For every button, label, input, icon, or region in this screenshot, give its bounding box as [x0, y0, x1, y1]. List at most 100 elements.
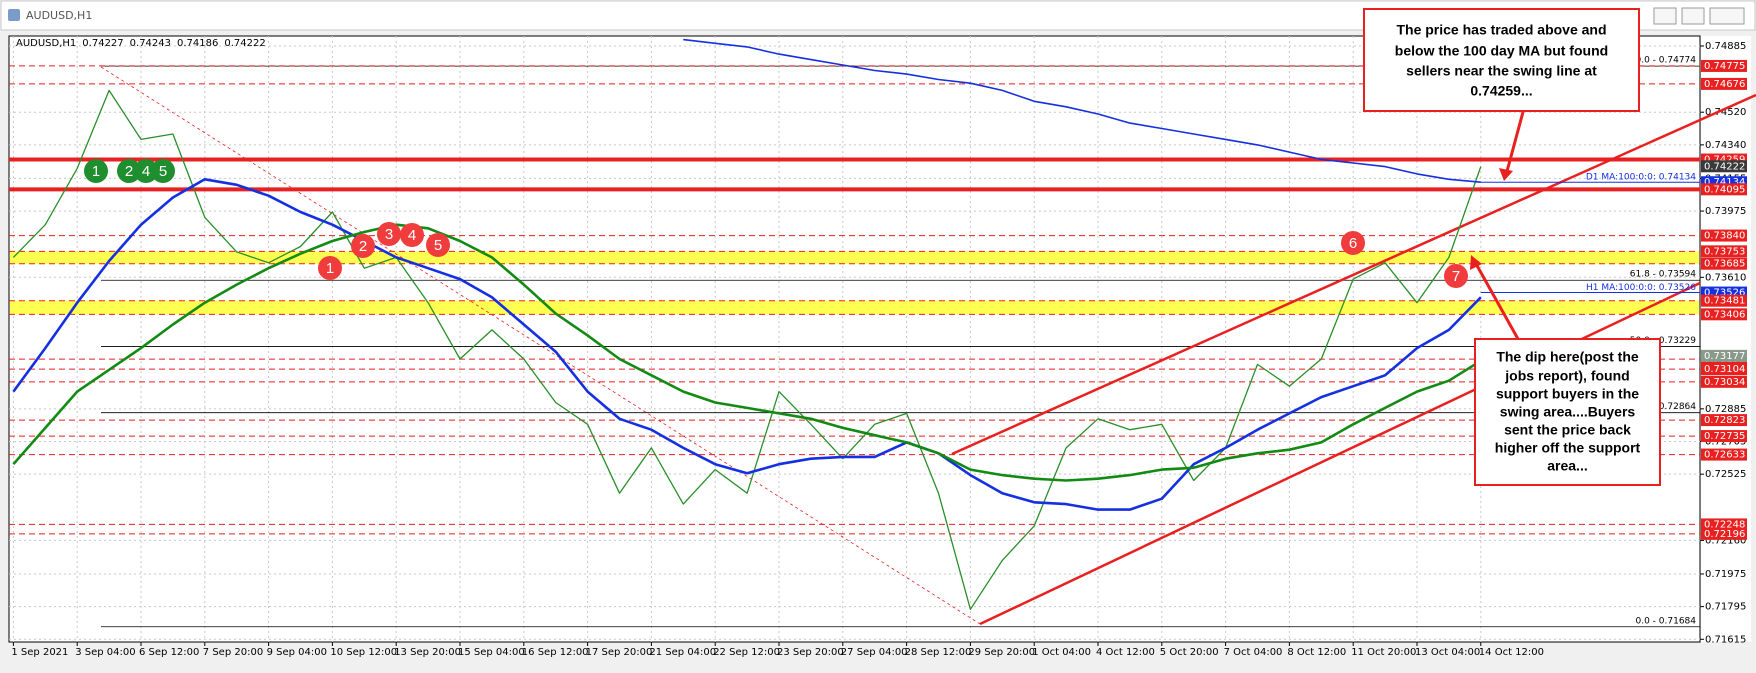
- swing-marker-label: 1: [92, 163, 100, 180]
- price-tag-label: 0.72735: [1704, 431, 1745, 442]
- y-tick-label: 0.72525: [1705, 469, 1746, 480]
- price-tag: [1701, 183, 1747, 196]
- callout-box: [1363, 8, 1640, 112]
- y-tick-label: 0.73610: [1705, 272, 1746, 283]
- price-tag-label: 0.74775: [1704, 61, 1745, 72]
- swing-marker-label: 5: [434, 237, 442, 254]
- price-tag-label: 0.74222: [1704, 161, 1745, 172]
- price-tag-label: 0.72248: [1704, 519, 1745, 530]
- callout-text: The price has traded above and: [1396, 22, 1606, 38]
- swing-marker: [426, 233, 450, 257]
- arrow: [1504, 111, 1525, 176]
- swing-marker: [84, 159, 108, 183]
- minimize-button[interactable]: [1653, 7, 1677, 25]
- maximize-button[interactable]: [1681, 7, 1705, 25]
- close-button[interactable]: [1709, 7, 1745, 25]
- swing-marker-label: 3: [385, 226, 393, 243]
- window-icon: [8, 9, 20, 21]
- fib-label: 0.0 - 0.71684: [1636, 616, 1697, 626]
- price-tag-label: 0.74095: [1704, 184, 1745, 195]
- x-tick-label: 15 Sep 04:00: [458, 647, 525, 658]
- swing-marker: [377, 222, 401, 246]
- swing-marker: [1341, 231, 1365, 255]
- swing-marker-label: 1: [326, 260, 334, 277]
- x-tick-label: 16 Sep 12:00: [522, 647, 589, 658]
- price-tag-label: 0.74676: [1704, 79, 1745, 90]
- price-tag: [1701, 160, 1747, 173]
- callout-text: below the 100 day MA but found: [1395, 43, 1608, 59]
- price-axis: [1701, 36, 1751, 642]
- price-tag-label: 0.73753: [1704, 246, 1745, 257]
- support-zone: [10, 300, 1699, 315]
- fib-label: 61.8 - 0.73594: [1630, 270, 1696, 280]
- swing-marker-label: 6: [1349, 235, 1357, 252]
- price-tag-label: 0.74259: [1704, 155, 1745, 166]
- price-tag-label: 0.73034: [1704, 377, 1745, 388]
- price-tag-label: 0.73526: [1704, 288, 1745, 299]
- price-tag: [1701, 518, 1747, 531]
- callout-text: jobs report), found: [1504, 368, 1629, 384]
- callout-text: 0.74259...: [1470, 83, 1532, 99]
- x-tick-label: 8 Oct 12:00: [1287, 647, 1346, 658]
- swing-marker-label: 7: [1452, 268, 1460, 285]
- swing-marker: [117, 159, 141, 183]
- x-tick-label: 13 Sep 20:00: [394, 647, 461, 658]
- swing-marker-label: 4: [142, 163, 150, 180]
- price-tag: [1701, 308, 1747, 321]
- callout-text: The dip here(post the: [1496, 349, 1639, 365]
- price-tag-label: 0.73481: [1704, 296, 1745, 307]
- arrow-head: [1499, 168, 1513, 181]
- callout-text: higher off the support: [1495, 440, 1641, 456]
- series-line: [683, 38, 1481, 183]
- price-tag: [1701, 375, 1747, 388]
- swing-marker: [318, 256, 342, 280]
- price-tag-label: 0.72196: [1704, 529, 1745, 540]
- callout-text: area...: [1547, 458, 1587, 474]
- x-tick-label: 9 Sep 04:00: [267, 647, 327, 658]
- x-tick-label: 10 Sep 12:00: [330, 647, 397, 658]
- series-line: [12, 89, 1482, 610]
- x-tick-label: 28 Sep 12:00: [905, 647, 972, 658]
- price-tag: [1701, 414, 1747, 427]
- y-tick-label: 0.72160: [1705, 535, 1746, 546]
- symbol: AUDUSD,H1: [16, 38, 76, 49]
- x-tick-label: 7 Sep 20:00: [203, 647, 263, 658]
- y-tick-label: 0.71615: [1705, 634, 1746, 645]
- price-tag-label: 0.73685: [1704, 259, 1745, 270]
- price-tag: [1701, 448, 1747, 461]
- price-tag-label: 0.73840: [1704, 231, 1745, 242]
- swing-marker-label: 2: [359, 238, 367, 255]
- x-tick-label: 17 Sep 20:00: [586, 647, 653, 658]
- series-line: [12, 178, 1482, 511]
- series-line: [12, 223, 1482, 482]
- ohlc-value: 0.74222: [224, 38, 265, 49]
- price-tag-label: 0.73177: [1704, 351, 1745, 362]
- ohlc-value: 0.74243: [130, 38, 171, 49]
- price-tag: [1701, 349, 1747, 362]
- price-tag: [1701, 257, 1747, 270]
- x-tick-label: 21 Sep 04:00: [649, 647, 716, 658]
- price-tag-label: 0.74134: [1704, 177, 1745, 188]
- x-tick-label: 5 Oct 20:00: [1160, 647, 1219, 658]
- price-tag: [1701, 77, 1747, 90]
- callout-text: sent the price back: [1504, 422, 1631, 438]
- x-tick-label: 1 Oct 04:00: [1032, 647, 1091, 658]
- x-tick-label: 7 Oct 04:00: [1224, 647, 1283, 658]
- price-tag: [1701, 245, 1747, 258]
- callout-text: sellers near the swing line at: [1406, 63, 1597, 79]
- ohlc-value: 0.74186: [177, 38, 218, 49]
- price-tag: [1701, 229, 1747, 242]
- y-tick-label: 0.73975: [1705, 206, 1746, 217]
- x-tick-label: 29 Sep 20:00: [968, 647, 1035, 658]
- x-tick-label: 3 Sep 04:00: [75, 647, 135, 658]
- callout-box: [1474, 338, 1661, 486]
- arrow: [1473, 261, 1520, 340]
- swing-marker: [351, 234, 375, 258]
- x-tick-label: 1 Sep 2021: [11, 647, 68, 658]
- price-tag: [1701, 363, 1747, 376]
- swing-marker: [151, 159, 175, 183]
- y-tick-label: 0.72885: [1705, 404, 1746, 415]
- window-title: AUDUSD,H1: [26, 9, 92, 22]
- swing-marker: [1444, 264, 1468, 288]
- swing-marker-label: 5: [159, 163, 167, 180]
